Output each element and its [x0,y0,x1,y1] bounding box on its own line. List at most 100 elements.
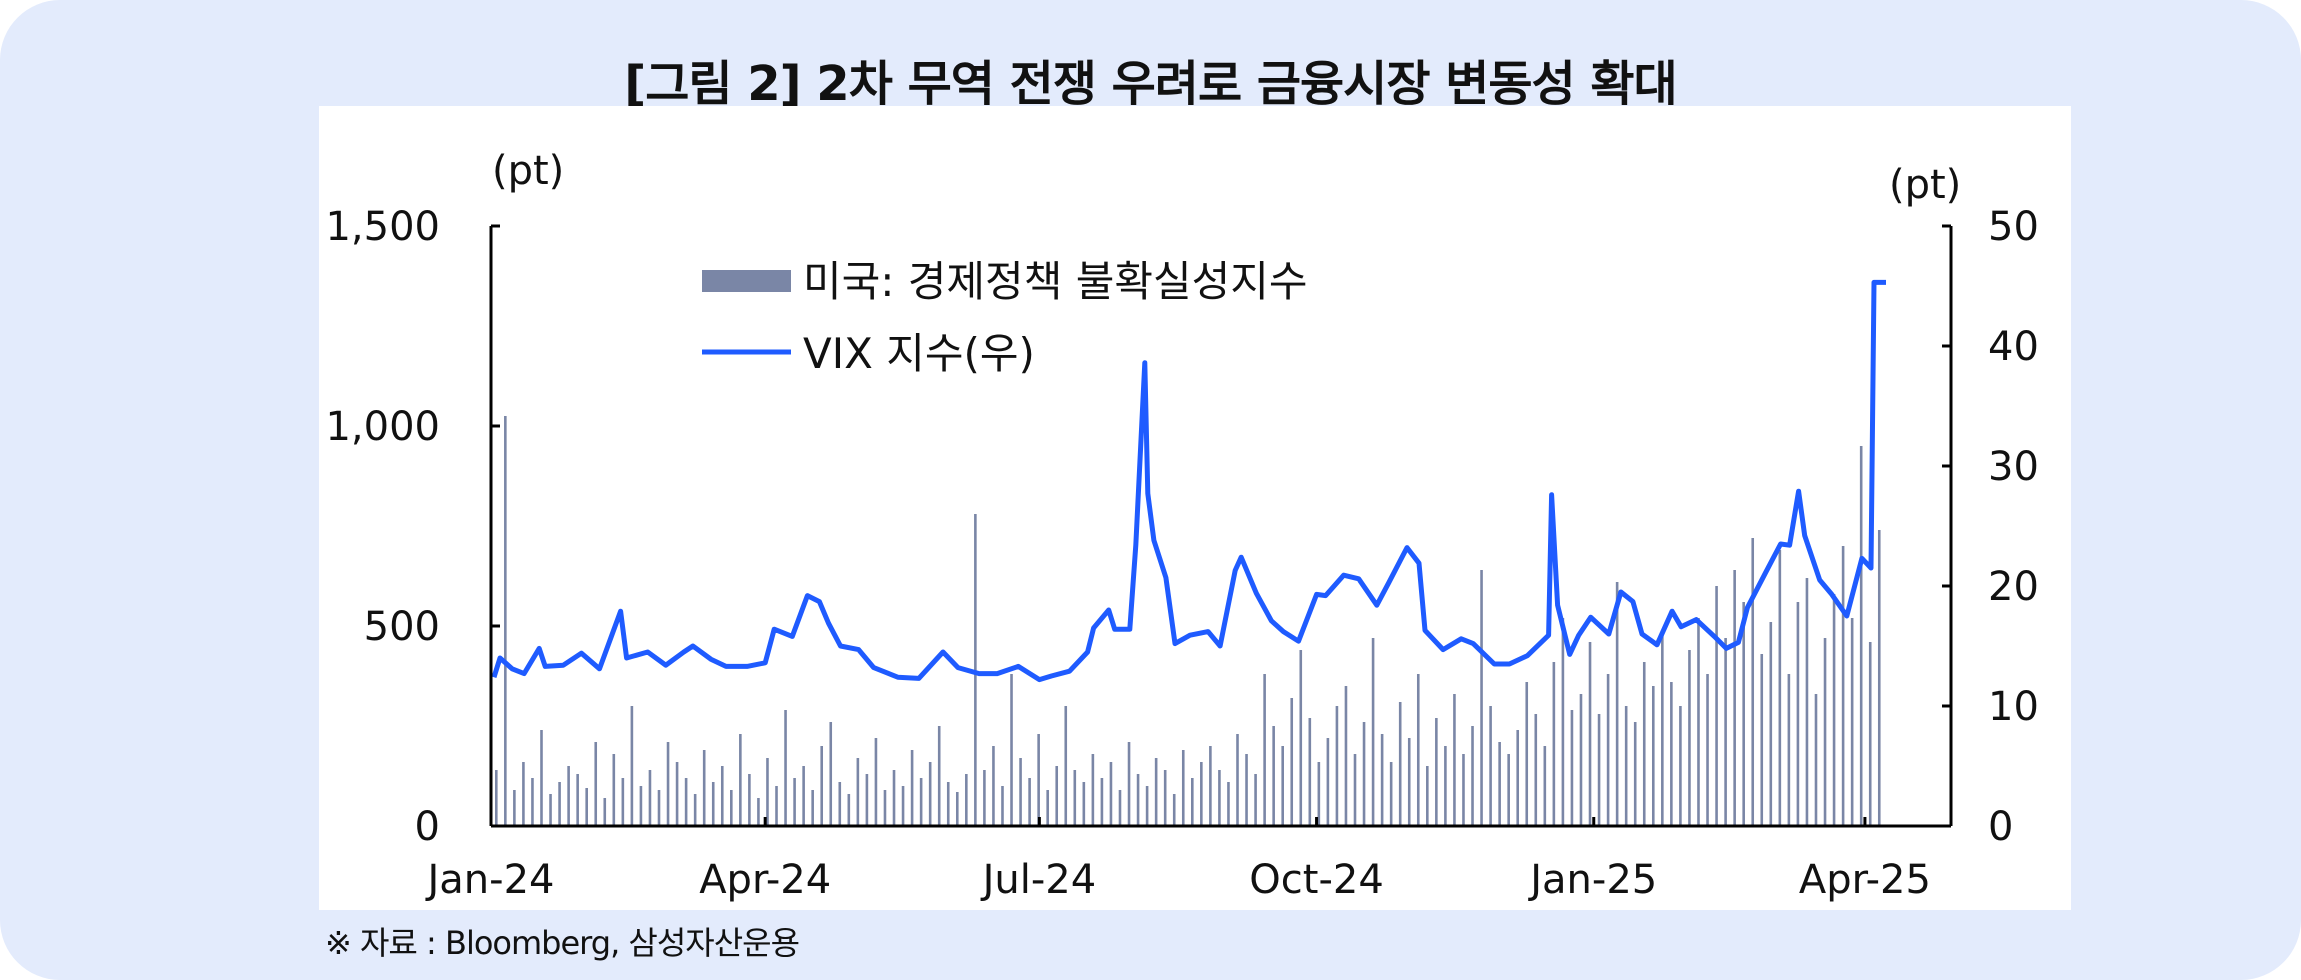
legend-epu-label: 미국: 경제정책 불확실성지수 [803,257,1308,306]
epu-bar [1082,782,1086,826]
epu-bar [955,792,959,826]
x-tick-label: Apr-24 [699,857,831,903]
epu-bar [1136,774,1140,826]
epu-bar [1426,766,1429,826]
epu-bar [748,774,751,826]
epu-bar [1697,618,1700,826]
epu-bar [1769,622,1773,826]
epu-bar [540,730,543,826]
epu-bar [1172,794,1176,826]
epu-bar [1218,770,1221,826]
epu-bar [1037,734,1040,826]
epu-bar [1507,754,1510,826]
epu-bar [1299,650,1303,826]
epu-bar [1561,618,1565,826]
epu-bar [1272,726,1275,826]
epu-bar [1227,782,1230,826]
epu-bar [1001,786,1004,826]
epu-bar [1444,746,1447,826]
right-tick-label: 30 [1988,444,2039,490]
epu-bar [1679,706,1682,826]
epu-bar [1651,686,1655,826]
epu-bar [1362,722,1366,826]
epu-bar [1028,778,1031,826]
epu-bar [1670,682,1673,826]
right-tick-label: 0 [1988,804,2013,850]
epu-bar [1127,742,1131,826]
epu-bar [1805,578,1809,826]
epu-bar [1624,706,1628,826]
epu-bar [1344,686,1348,826]
epu-bar [1661,630,1664,826]
epu-bar [684,778,688,826]
legend-bar-swatch [702,270,791,292]
epu-bar [910,750,914,826]
epu-bar [1525,682,1529,826]
epu-bar [1480,570,1483,826]
x-tick-label: Apr-25 [1799,857,1931,903]
epu-bar [720,766,724,826]
epu-bar [513,790,516,826]
epu-bar [1552,662,1556,826]
epu-bar [1308,718,1312,826]
epu-bar [1281,746,1284,826]
epu-bar [883,790,887,826]
vix-line [491,279,1886,683]
source-note: ※ 자료 : Bloomberg, 삼성자산운용 [325,924,800,962]
epu-bar [648,770,652,826]
x-tick-label: Jan-25 [1527,857,1657,903]
epu-bar [630,706,634,826]
epu-bar [504,416,507,826]
epu-bar [1407,738,1411,826]
right-tick-label: 40 [1988,324,2039,370]
epu-bar [1118,790,1122,826]
figure-title: [그림 2] 2차 무역 전쟁 우려로 금융시장 변동성 확대 [624,56,1677,112]
epu-bar [1471,726,1474,826]
epu-bar [531,778,534,826]
epu-bar [811,790,814,826]
epu-bar [1200,762,1203,826]
epu-bar [928,762,932,826]
epu-bar [1868,642,1872,826]
epu-bar [784,710,787,826]
epu-bar [1579,694,1583,826]
epu-bar [775,786,778,826]
epu-bar [1109,762,1113,826]
epu-bar [802,766,805,826]
epu-bar [983,770,986,826]
epu-bar [892,770,896,826]
epu-bar [675,762,679,826]
right-tick-label: 50 [1988,204,2039,250]
x-tick-label: Jul-24 [980,857,1097,903]
epu-bar [1615,582,1619,826]
epu-bar [1462,754,1465,826]
epu-bar [1534,714,1538,826]
epu-bar [1073,770,1077,826]
x-tick-label: Jan-24 [425,857,555,903]
epu-bar [1642,662,1646,826]
epu-bar [1154,758,1158,826]
epu-bar [1606,674,1610,826]
epu-bar [820,746,824,826]
epu-bar [522,762,525,826]
epu-bar [567,766,570,826]
epu-bar [1416,674,1420,826]
epu-bar [1742,602,1745,826]
epu-bar [1380,734,1384,826]
right-tick-label: 10 [1988,684,2039,730]
epu-bar [603,798,607,826]
x-tick-label: Oct-24 [1249,857,1384,903]
epu-bar [856,758,860,826]
epu-bar [1335,706,1339,826]
epu-bar [1814,694,1818,826]
epu-bar [612,754,616,826]
epu-bar [639,786,643,826]
epu-bar [1787,674,1791,826]
epu-bar [1859,446,1863,826]
epu-bar [1181,750,1185,826]
epu-bar [874,738,878,826]
epu-bar [1055,766,1059,826]
epu-bar [1353,754,1357,826]
epu-bar [1597,714,1601,826]
